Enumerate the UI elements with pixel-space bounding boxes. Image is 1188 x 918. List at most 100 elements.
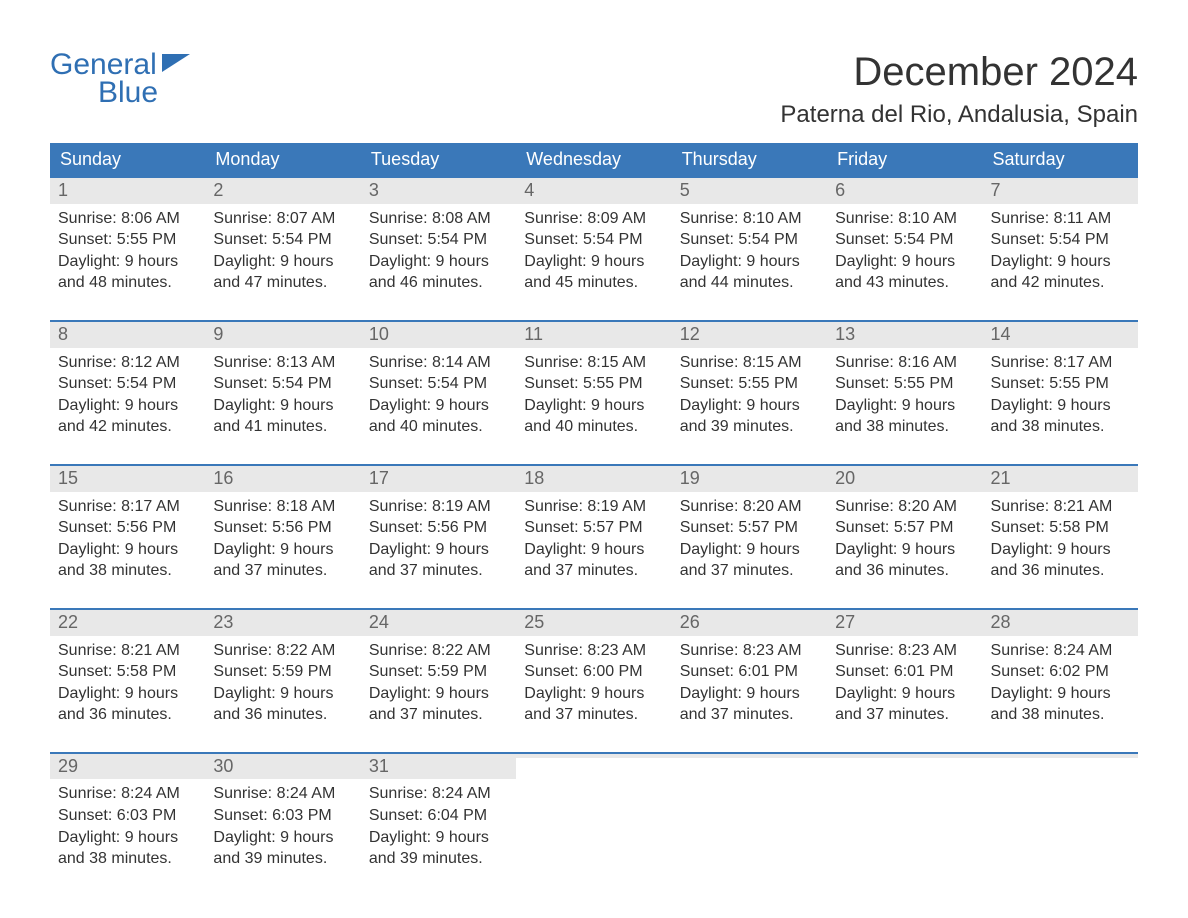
calendar-day: 25Sunrise: 8:23 AMSunset: 6:00 PMDayligh… [516, 610, 671, 726]
sunrise-line: Sunrise: 8:24 AM [369, 783, 508, 805]
weekday-header: Wednesday [516, 143, 671, 176]
daylight-line: Daylight: 9 hours [680, 251, 819, 273]
sunrise-line: Sunrise: 8:15 AM [524, 352, 663, 374]
calendar-day: 18Sunrise: 8:19 AMSunset: 5:57 PMDayligh… [516, 466, 671, 582]
daylight-line: Daylight: 9 hours [835, 251, 974, 273]
day-body: Sunrise: 8:06 AMSunset: 5:55 PMDaylight:… [50, 204, 205, 294]
day-number: 16 [213, 468, 233, 488]
day-number: 4 [524, 180, 534, 200]
day-number: 5 [680, 180, 690, 200]
day-number-bar: 10 [361, 322, 516, 348]
day-body: Sunrise: 8:24 AMSunset: 6:04 PMDaylight:… [361, 779, 516, 869]
day-body: Sunrise: 8:12 AMSunset: 5:54 PMDaylight:… [50, 348, 205, 438]
daylight-line: Daylight: 9 hours [58, 539, 197, 561]
day-number: 24 [369, 612, 389, 632]
day-body: Sunrise: 8:23 AMSunset: 6:01 PMDaylight:… [827, 636, 982, 726]
sunrise-line: Sunrise: 8:06 AM [58, 208, 197, 230]
day-number-bar: 28 [983, 610, 1138, 636]
day-body: Sunrise: 8:13 AMSunset: 5:54 PMDaylight:… [205, 348, 360, 438]
daylight-line: and 37 minutes. [835, 704, 974, 726]
day-body: Sunrise: 8:17 AMSunset: 5:55 PMDaylight:… [983, 348, 1138, 438]
day-body: Sunrise: 8:07 AMSunset: 5:54 PMDaylight:… [205, 204, 360, 294]
sunset-line: Sunset: 5:58 PM [991, 517, 1130, 539]
weekday-header-row: Sunday Monday Tuesday Wednesday Thursday… [50, 143, 1138, 176]
day-number: 11 [524, 324, 543, 344]
calendar: Sunday Monday Tuesday Wednesday Thursday… [50, 143, 1138, 870]
daylight-line: Daylight: 9 hours [58, 395, 197, 417]
day-number-bar: 11 [516, 322, 671, 348]
sunset-line: Sunset: 5:54 PM [991, 229, 1130, 251]
day-number: 29 [58, 756, 78, 776]
daylight-line: Daylight: 9 hours [680, 395, 819, 417]
sunset-line: Sunset: 5:54 PM [835, 229, 974, 251]
calendar-week: 15Sunrise: 8:17 AMSunset: 5:56 PMDayligh… [50, 464, 1138, 582]
day-number: 12 [680, 324, 700, 344]
day-number-bar: 2 [205, 178, 360, 204]
calendar-day: 20Sunrise: 8:20 AMSunset: 5:57 PMDayligh… [827, 466, 982, 582]
sunset-line: Sunset: 5:56 PM [58, 517, 197, 539]
sunset-line: Sunset: 5:55 PM [680, 373, 819, 395]
day-body: Sunrise: 8:19 AMSunset: 5:57 PMDaylight:… [516, 492, 671, 582]
day-body: Sunrise: 8:21 AMSunset: 5:58 PMDaylight:… [50, 636, 205, 726]
calendar-day: 12Sunrise: 8:15 AMSunset: 5:55 PMDayligh… [672, 322, 827, 438]
daylight-line: and 44 minutes. [680, 272, 819, 294]
daylight-line: and 47 minutes. [213, 272, 352, 294]
sunset-line: Sunset: 5:54 PM [213, 373, 352, 395]
daylight-line: and 36 minutes. [835, 560, 974, 582]
sunset-line: Sunset: 5:57 PM [680, 517, 819, 539]
daylight-line: Daylight: 9 hours [524, 683, 663, 705]
day-body: Sunrise: 8:16 AMSunset: 5:55 PMDaylight:… [827, 348, 982, 438]
daylight-line: Daylight: 9 hours [58, 251, 197, 273]
day-number: 21 [991, 468, 1011, 488]
weekday-header: Friday [827, 143, 982, 176]
sunrise-line: Sunrise: 8:24 AM [991, 640, 1130, 662]
daylight-line: and 40 minutes. [524, 416, 663, 438]
day-body: Sunrise: 8:10 AMSunset: 5:54 PMDaylight:… [827, 204, 982, 294]
daylight-line: Daylight: 9 hours [213, 683, 352, 705]
calendar-day: 31Sunrise: 8:24 AMSunset: 6:04 PMDayligh… [361, 754, 516, 870]
day-number: 10 [369, 324, 389, 344]
daylight-line: Daylight: 9 hours [369, 539, 508, 561]
daylight-line: and 37 minutes. [524, 560, 663, 582]
daylight-line: and 39 minutes. [369, 848, 508, 870]
daylight-line: and 38 minutes. [835, 416, 974, 438]
day-number-bar: 24 [361, 610, 516, 636]
weekday-header: Thursday [672, 143, 827, 176]
day-body: Sunrise: 8:09 AMSunset: 5:54 PMDaylight:… [516, 204, 671, 294]
weeks-container: 1Sunrise: 8:06 AMSunset: 5:55 PMDaylight… [50, 176, 1138, 870]
daylight-line: and 48 minutes. [58, 272, 197, 294]
sunset-line: Sunset: 5:55 PM [991, 373, 1130, 395]
day-number-bar: 7 [983, 178, 1138, 204]
day-number: 15 [58, 468, 78, 488]
sunset-line: Sunset: 5:54 PM [369, 373, 508, 395]
sunrise-line: Sunrise: 8:24 AM [213, 783, 352, 805]
sunrise-line: Sunrise: 8:19 AM [369, 496, 508, 518]
daylight-line: Daylight: 9 hours [524, 251, 663, 273]
sunset-line: Sunset: 5:55 PM [58, 229, 197, 251]
day-number-bar: 5 [672, 178, 827, 204]
sunrise-line: Sunrise: 8:23 AM [835, 640, 974, 662]
day-body: Sunrise: 8:20 AMSunset: 5:57 PMDaylight:… [672, 492, 827, 582]
daylight-line: and 38 minutes. [58, 848, 197, 870]
logo-text-block: General Blue [50, 50, 158, 110]
sunrise-line: Sunrise: 8:09 AM [524, 208, 663, 230]
daylight-line: Daylight: 9 hours [213, 251, 352, 273]
daylight-line: Daylight: 9 hours [213, 539, 352, 561]
sunset-line: Sunset: 5:58 PM [58, 661, 197, 683]
daylight-line: and 42 minutes. [58, 416, 197, 438]
daylight-line: Daylight: 9 hours [835, 683, 974, 705]
sunset-line: Sunset: 5:54 PM [369, 229, 508, 251]
daylight-line: and 46 minutes. [369, 272, 508, 294]
day-number: 27 [835, 612, 855, 632]
daylight-line: Daylight: 9 hours [524, 539, 663, 561]
calendar-day: 8Sunrise: 8:12 AMSunset: 5:54 PMDaylight… [50, 322, 205, 438]
day-number: 20 [835, 468, 855, 488]
calendar-day [516, 754, 671, 870]
day-number: 3 [369, 180, 379, 200]
sunset-line: Sunset: 6:02 PM [991, 661, 1130, 683]
calendar-day: 11Sunrise: 8:15 AMSunset: 5:55 PMDayligh… [516, 322, 671, 438]
day-body: Sunrise: 8:24 AMSunset: 6:03 PMDaylight:… [205, 779, 360, 869]
sunrise-line: Sunrise: 8:08 AM [369, 208, 508, 230]
sunset-line: Sunset: 6:01 PM [835, 661, 974, 683]
calendar-week: 8Sunrise: 8:12 AMSunset: 5:54 PMDaylight… [50, 320, 1138, 438]
